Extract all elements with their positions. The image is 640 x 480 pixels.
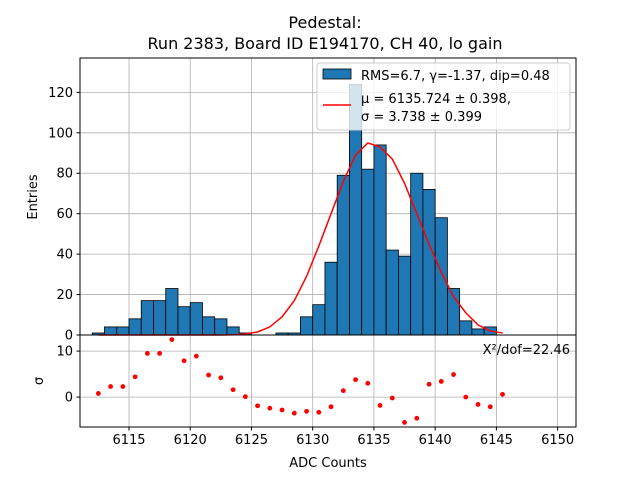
residual-point: [255, 403, 260, 409]
histogram-bar: [336, 174, 350, 336]
histogram-bar: [361, 168, 375, 336]
residual-point: [218, 375, 224, 381]
histogram-bar: [459, 320, 473, 336]
residual-point: [181, 358, 187, 364]
residual-point: [193, 353, 199, 359]
x-tick-label: 6115: [112, 433, 145, 448]
histogram-bar: [202, 316, 216, 336]
residual-point: [389, 395, 395, 401]
x-axis-label: ADC Counts: [289, 456, 367, 471]
residual-y-tick-label: 10: [56, 345, 73, 360]
histogram-bar: [153, 300, 167, 336]
residual-point: [451, 372, 456, 377]
x-tick-label: 6125: [235, 433, 268, 448]
residual-point: [365, 380, 371, 386]
histogram-bar: [214, 318, 228, 336]
chart-title-line2: Run 2383, Board ID E194170, CH 40, lo ga…: [148, 34, 503, 53]
residual-y-axis-label: σ: [32, 377, 47, 385]
histogram-bar: [104, 326, 118, 336]
chi2-annotation: X²/dof=22.46: [483, 343, 570, 358]
residual-point: [279, 407, 285, 413]
residual-point: [426, 381, 432, 387]
histogram-bar: [312, 304, 326, 336]
main-y-axis-label: Entries: [26, 174, 41, 220]
histogram-bar: [116, 326, 130, 336]
histogram-bar: [410, 172, 424, 336]
residual-point: [132, 374, 138, 380]
residual-point: [108, 384, 114, 389]
main-y-tick-label: 20: [56, 288, 73, 303]
legend-box: [316, 62, 571, 131]
residual-point: [206, 372, 211, 378]
main-y-tick-label: 0: [65, 329, 73, 344]
residual-point: [377, 402, 383, 408]
residual-plot-frame: [79, 334, 577, 428]
residual-point: [304, 408, 309, 414]
main-y-tick-label: 100: [48, 126, 73, 141]
residual-point: [291, 410, 297, 416]
histogram-bar: [373, 144, 387, 336]
main-y-tick-label: 80: [56, 167, 73, 182]
residual-point: [487, 404, 493, 410]
residual-point: [328, 404, 334, 410]
residual-point: [120, 384, 126, 389]
residual-grid: [80, 335, 576, 427]
histogram-bar: [398, 255, 412, 336]
legend-fit-label-line2: σ = 3.738 ± 0.399: [361, 110, 482, 125]
residual-point: [438, 379, 444, 384]
residual-point: [157, 351, 163, 356]
residual-point: [353, 377, 358, 383]
histogram-bar: [434, 217, 448, 336]
residual-point: [230, 387, 236, 393]
histogram-bar: [385, 249, 399, 336]
x-axis: 6115 6120 6125 6130 6135 6140 6145 6150: [112, 427, 574, 448]
x-tick-label: 6150: [541, 433, 574, 448]
histogram-bar: [140, 300, 154, 336]
residual-point: [242, 394, 248, 400]
histogram-bar: [300, 316, 314, 336]
x-tick-label: 6120: [174, 433, 207, 448]
residual-point: [267, 405, 273, 411]
main-y-tick-label: 40: [56, 248, 73, 263]
residual-point: [414, 415, 420, 421]
x-tick-label: 6145: [480, 433, 513, 448]
legend: RMS=6.7, γ=-1.37, dip=0.48 μ = 6135.724 …: [316, 62, 571, 131]
residual-point: [402, 420, 407, 425]
chart-title-line1: Pedestal:: [288, 13, 361, 32]
residual-point: [169, 337, 175, 342]
histogram-bar: [128, 318, 142, 336]
residual-points: [95, 337, 505, 425]
histogram-bar: [165, 288, 179, 336]
residual-point: [500, 391, 505, 397]
histogram-bar: [324, 261, 338, 336]
residual-point: [95, 391, 101, 396]
legend-fit-label-line1: μ = 6135.724 ± 0.398,: [361, 92, 511, 107]
main-y-axis: 0 20 40 60 80 100 120: [48, 86, 80, 344]
residual-y-tick-label: 0: [65, 391, 73, 406]
histogram-bar: [177, 306, 191, 336]
residual-point: [144, 351, 150, 356]
histogram-bar: [471, 328, 485, 336]
legend-histogram-label: RMS=6.7, γ=-1.37, dip=0.48: [361, 69, 550, 84]
histogram-bar: [422, 189, 436, 336]
legend-histogram-swatch: [322, 68, 352, 80]
residual-point: [475, 402, 481, 407]
residual-point: [340, 388, 346, 394]
residual-point: [316, 409, 322, 415]
residual-y-axis: 0 10: [56, 345, 80, 406]
x-tick-label: 6130: [296, 433, 329, 448]
x-tick-label: 6135: [357, 433, 390, 448]
main-y-tick-label: 120: [48, 86, 73, 101]
histogram-bar: [189, 302, 203, 336]
x-tick-label: 6140: [419, 433, 452, 448]
main-y-tick-label: 60: [56, 207, 73, 222]
residual-point: [463, 394, 469, 400]
